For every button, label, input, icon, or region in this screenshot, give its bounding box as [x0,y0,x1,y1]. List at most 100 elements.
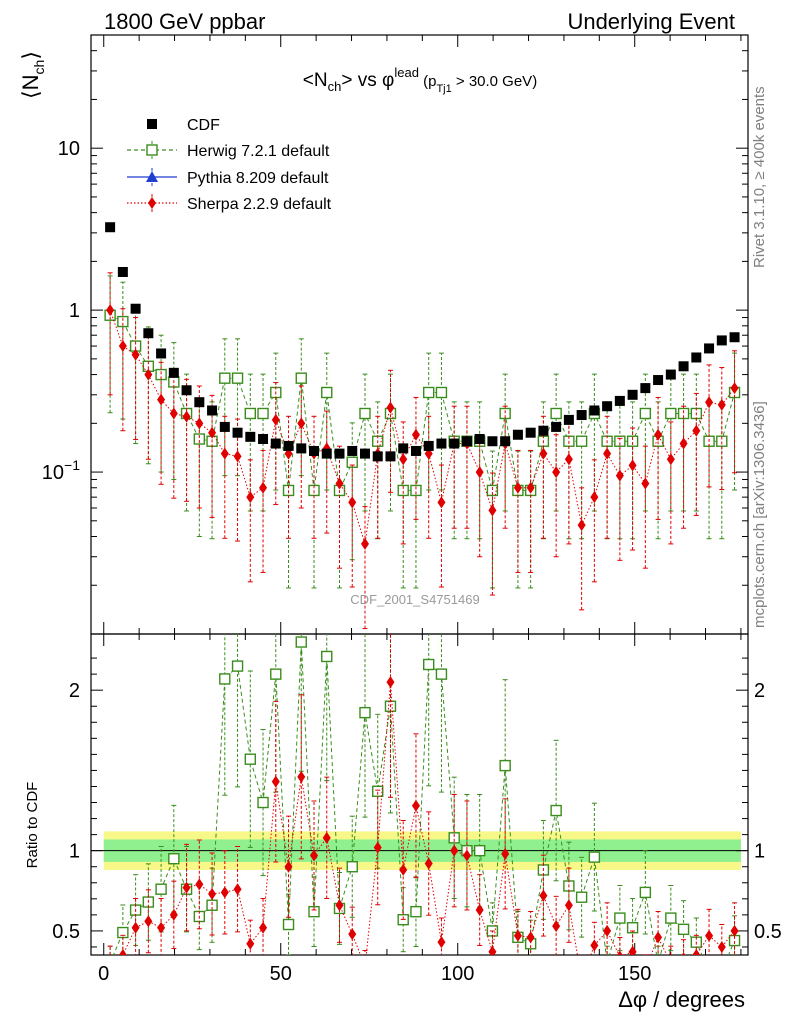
herwig-ratio-marker [717,966,727,976]
cdf-main-marker [461,436,472,447]
sherpa-ratio-marker [501,847,510,860]
herwig-main-marker [321,386,333,399]
cdf-main-marker [691,352,702,363]
sherpa-ratio-marker [475,904,484,917]
herwig-ratio-marker [155,883,167,895]
herwig-ratio-marker [410,905,422,918]
cdf-main-marker [258,434,269,445]
ratio-y-tick-label: 0.5 [52,921,80,943]
cdf-main-marker [436,438,447,449]
cdf-main-marker [219,421,230,432]
x-tick-label: 50 [270,963,292,985]
legend-sherpa-marker [148,197,156,209]
main-y-axis-label: ⟨Nch⟩ [18,51,47,99]
herwig-main-marker [219,372,231,384]
sherpa-ratio-marker [220,886,229,899]
herwig-main-marker [626,435,639,447]
sherpa-main-marker [360,537,369,550]
sherpa-main-marker [335,477,344,490]
sherpa-main-marker [628,459,637,472]
herwig-ratio-marker [665,912,677,924]
herwig-ratio-marker [639,886,652,899]
cdf-main-marker [385,451,396,462]
sherpa-ratio-marker [348,928,357,941]
cdf-main-marker [614,395,625,406]
sherpa-ratio-marker [616,950,623,955]
sherpa-main-marker [195,417,204,430]
cdf-main-marker [589,405,600,416]
herwig-main-marker [639,407,652,420]
herwig-main-marker [716,435,728,447]
main-panel-series [104,222,741,630]
herwig-ratio-marker [626,922,639,934]
sherpa-ratio-marker [131,921,140,934]
sherpa-main-marker [144,368,153,381]
cdf-main-marker [487,436,498,447]
herwig-main-marker [117,315,129,328]
herwig-main-marker [575,435,588,447]
cdf-main-marker [194,397,205,408]
cdf-main-marker [334,448,345,459]
sherpa-main-marker [437,496,446,509]
sherpa-ratio-marker [564,899,573,912]
sherpa-ratio-marker [411,799,420,812]
ratio-y-tick-label-right: 0.5 [754,921,782,943]
herwig-ratio-marker [308,905,320,918]
herwig-ratio-marker [346,861,358,873]
sherpa-ratio-marker [335,899,344,912]
sherpa-main-marker [705,396,714,409]
sherpa-ratio-line [121,682,735,955]
x-tick-label: 150 [618,963,651,985]
cdf-main-marker [207,405,218,416]
cdf-main-marker [398,443,409,454]
sherpa-ratio-marker [246,937,255,950]
legend: CDF Herwig 7.2.1 default Pythia 8.209 defa… [127,117,332,213]
cdf-main-marker [678,361,689,372]
herwig-ratio-marker [448,832,460,844]
sherpa-main-marker [679,437,688,450]
herwig-ratio-marker [614,912,626,924]
herwig-ratio-marker [359,706,371,719]
sherpa-ratio-marker [399,863,408,876]
herwig-main-marker [295,372,307,384]
sherpa-ratio-marker [373,841,382,854]
herwig-main-marker [435,386,448,399]
sherpa-ratio-marker [297,770,306,783]
herwig-ratio-marker [321,650,333,663]
cdf-main-marker [665,369,676,380]
herwig-main-line [109,314,735,493]
cdf-main-marker [309,445,320,456]
ratio-panel-series [107,634,741,985]
sherpa-main-marker [233,450,242,463]
sherpa-main-marker [386,401,395,414]
sherpa-ratio-marker [526,931,535,944]
ratio-y-tick-label-right: 2 [754,680,765,702]
sherpa-ratio-marker [310,849,319,862]
data-series-group [104,222,741,985]
sherpa-main-marker [641,477,650,490]
herwig-ratio-marker [653,958,663,968]
herwig-main-marker [486,484,499,497]
cdf-main-marker [423,440,434,451]
sherpa-main-marker [157,393,166,406]
x-axis-label: Δφ / degrees [618,987,745,1012]
legend-pythia-marker [146,171,158,182]
herwig-main-marker [665,407,677,420]
sherpa-ratio-marker [284,860,293,873]
cdf-main-marker [143,328,154,339]
sherpa-ratio-marker [578,973,586,985]
herwig-ratio-marker [704,966,714,976]
legend-label: CDF [187,117,220,134]
legend-herwig-marker [146,144,158,156]
sherpa-main-marker [259,481,268,494]
sherpa-ratio-marker [208,888,217,901]
sherpa-ratio-marker [271,775,280,788]
cdf-main-marker [245,431,256,442]
cdf-main-marker [704,343,715,354]
sherpa-main-marker [475,466,484,479]
cdf-main-marker [474,434,485,445]
herwig-ratio-marker [219,673,231,685]
sherpa-ratio-marker [259,921,268,934]
herwig-main-marker [244,407,256,420]
herwig-ratio-marker [206,899,218,911]
